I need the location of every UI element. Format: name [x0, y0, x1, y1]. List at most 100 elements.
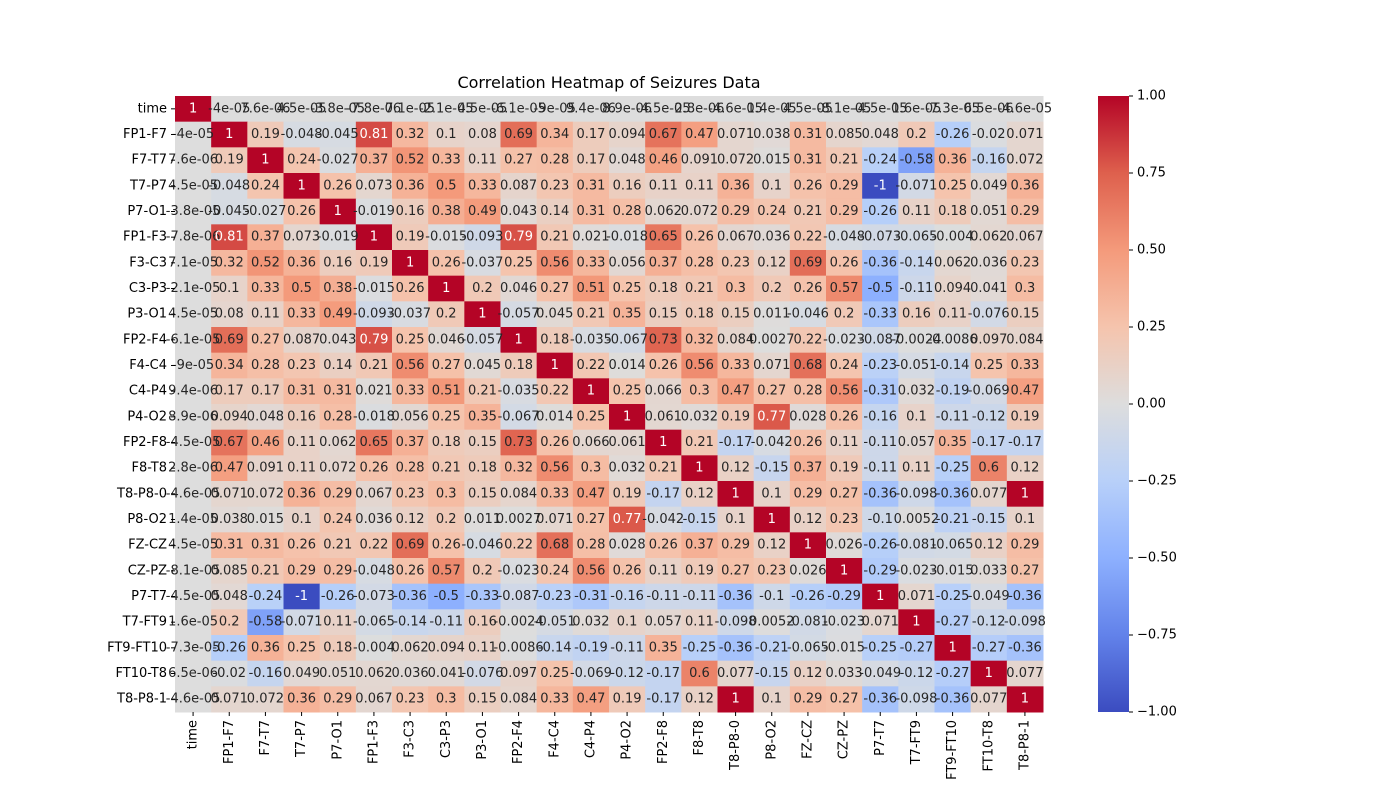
- cell-annotation: 0.21: [793, 204, 822, 219]
- cell-annotation: 0.18: [540, 332, 569, 347]
- heatmap-cell: [536, 378, 574, 405]
- cell-annotation: -0.19: [574, 640, 608, 655]
- heatmap-cell: [789, 121, 827, 148]
- heatmap-cell: [826, 378, 863, 405]
- heatmap-cell: [717, 404, 755, 431]
- heatmap-cell: [862, 121, 899, 148]
- heatmap-cell: [681, 198, 718, 225]
- cell-annotation: -0.21: [936, 512, 970, 527]
- heatmap-cell: [319, 96, 357, 123]
- heatmap-cell: [753, 96, 791, 123]
- heatmap-cell: [681, 686, 718, 713]
- heatmap-cell: [247, 583, 284, 610]
- heatmap-cell: [175, 506, 212, 533]
- cell-annotation: -0.29: [863, 563, 897, 578]
- cell-annotation: -0.11: [683, 589, 717, 604]
- cell-annotation: 0.036: [753, 230, 790, 245]
- cell-annotation: 0.16: [613, 178, 642, 193]
- heatmap-cell: [1006, 301, 1044, 328]
- heatmap-cell: [428, 121, 465, 148]
- heatmap-cell: [572, 378, 610, 405]
- heatmap-cell: [826, 532, 863, 559]
- heatmap-cell: [681, 275, 718, 302]
- heatmap-cell: [536, 224, 574, 251]
- cell-annotation: 0.051: [319, 666, 356, 681]
- heatmap-cell: [428, 558, 465, 585]
- heatmap-cell: [319, 198, 357, 225]
- cell-annotation: 8.9e-06: [168, 409, 218, 424]
- colorbar: [1098, 96, 1129, 712]
- heatmap-cell: [536, 352, 574, 379]
- cell-annotation: 0.24: [251, 178, 280, 193]
- heatmap-cell: [609, 275, 646, 302]
- cell-annotation: -0.36: [719, 589, 753, 604]
- heatmap-cell: [645, 481, 682, 508]
- heatmap-cell: [355, 660, 393, 687]
- heatmap-cell: [283, 121, 321, 148]
- heatmap-cell: [572, 404, 610, 431]
- heatmap-cell: [717, 250, 755, 277]
- cell-annotation: -0.018: [606, 230, 648, 245]
- heatmap-cell: [211, 686, 248, 713]
- cell-annotation: 0.29: [721, 204, 750, 219]
- cell-annotation: -0.093: [353, 307, 395, 322]
- heatmap-cell: [175, 147, 212, 174]
- x-tick-label: T8-P8-1: [1017, 720, 1032, 771]
- heatmap-cell: [934, 506, 972, 533]
- heatmap-cell: [934, 147, 972, 174]
- heatmap-cell: [283, 173, 321, 200]
- heatmap-cell: [609, 660, 646, 687]
- cell-annotation: 1: [731, 486, 739, 501]
- heatmap-cell: [464, 378, 501, 405]
- heatmap-cell: [609, 429, 646, 456]
- heatmap-cell: [645, 198, 682, 225]
- heatmap-cell: [428, 378, 465, 405]
- cell-annotation: 0.33: [1010, 358, 1039, 373]
- heatmap-cell: [355, 224, 393, 251]
- heatmap-cell: [355, 250, 393, 277]
- cell-annotation: 0.015: [247, 512, 284, 527]
- cell-annotation: 0.32: [396, 127, 425, 142]
- cell-annotation: 0.15: [468, 435, 497, 450]
- heatmap-cell: [717, 558, 755, 585]
- cell-annotation: -3.8e-05: [166, 204, 221, 219]
- cell-annotation: 0.1: [436, 127, 457, 142]
- heatmap-cell: [428, 198, 465, 225]
- heatmap-cell: [862, 250, 899, 277]
- heatmap-cell: [609, 558, 646, 585]
- y-axis-ticks: time FP1-F7 F7-T7 T7-P7 P7-O1 FP1-F3 F3-C3 C3-P…: [107, 101, 175, 707]
- cell-annotation: 0.22: [359, 538, 388, 553]
- cell-annotation: -0.073: [353, 589, 395, 604]
- heatmap-cell: [753, 224, 791, 251]
- cell-annotation: 0.19: [1010, 409, 1039, 424]
- heatmap-cell: [319, 275, 357, 302]
- heatmap-cell: [898, 378, 935, 405]
- heatmap-cell: [247, 609, 284, 636]
- heatmap-cell: [753, 532, 791, 559]
- cell-annotation: -0.27: [900, 640, 934, 655]
- heatmap-cell: [717, 198, 755, 225]
- heatmap-cell: [934, 275, 972, 302]
- cell-annotation: -0.073: [859, 230, 901, 245]
- heatmap-cell: [464, 198, 501, 225]
- cell-annotation: 0.094: [608, 127, 645, 142]
- heatmap-cell: [355, 686, 393, 713]
- cell-annotation: 0.1: [761, 178, 782, 193]
- heatmap-cell: [934, 198, 972, 225]
- heatmap-cell: [970, 224, 1008, 251]
- cell-annotation: -0.004: [353, 640, 395, 655]
- cell-annotation: 0.014: [608, 358, 645, 373]
- cell-annotation: -7.8e-06: [166, 230, 221, 245]
- cell-annotation: 0.038: [211, 512, 248, 527]
- heatmap-cell: [283, 583, 321, 610]
- heatmap-cell: [355, 404, 393, 431]
- cell-annotation: -0.069: [968, 384, 1010, 399]
- cell-annotation: 0.17: [215, 384, 244, 399]
- heatmap-cell: [862, 481, 899, 508]
- cell-annotation: 0.23: [287, 358, 316, 373]
- heatmap-cell: [572, 583, 610, 610]
- colorbar-ticks: 1.00 0.75 0.50 0.25 0.00 −0.25 −0.50 −0.75 −1.00: [1129, 89, 1177, 720]
- heatmap-cell: [898, 558, 935, 585]
- heatmap-cell: [319, 506, 357, 533]
- heatmap-cell: [355, 635, 393, 662]
